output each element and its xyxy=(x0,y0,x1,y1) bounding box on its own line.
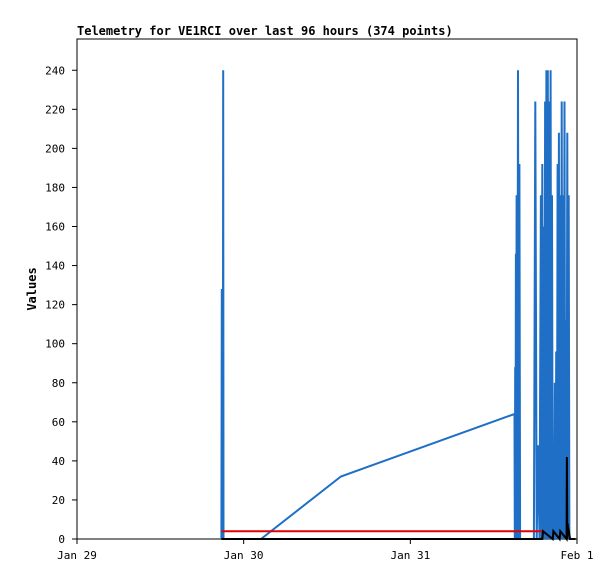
y-tick-label: 240 xyxy=(45,64,65,77)
y-tick-label: 40 xyxy=(52,455,65,468)
y-tick-label: 160 xyxy=(45,221,65,234)
y-axis: 0 20 40 60 80 100 120 140 160 180 200 220 240 xyxy=(45,64,77,546)
y-tick-label: 80 xyxy=(52,377,65,390)
y-tick-label: 200 xyxy=(45,142,65,155)
x-tick-label: Jan 29 xyxy=(57,549,97,562)
y-tick-label: 100 xyxy=(45,338,65,351)
y-tick-label: 220 xyxy=(45,103,65,116)
y-tick-label: 140 xyxy=(45,260,65,273)
y-tick-label: 60 xyxy=(52,416,65,429)
x-tick-label: Jan 31 xyxy=(390,549,430,562)
x-tick-label: Jan 30 xyxy=(224,549,264,562)
y-tick-label: 180 xyxy=(45,181,65,194)
y-axis-label: Values xyxy=(25,267,39,310)
x-axis: Jan 29 Jan 30 Jan 31 Feb 1 xyxy=(57,539,594,562)
y-tick-label: 0 xyxy=(58,533,65,546)
series-layer xyxy=(220,70,576,542)
series-line-3 xyxy=(221,456,576,542)
plot-frame xyxy=(76,38,578,540)
chart-title: Telemetry for VE1RCI over last 96 hours … xyxy=(77,24,453,38)
plot-area xyxy=(76,38,578,540)
y-tick-label: 20 xyxy=(52,494,65,507)
x-tick-label: Feb 1 xyxy=(560,549,593,562)
y-tick-label: 120 xyxy=(45,299,65,312)
